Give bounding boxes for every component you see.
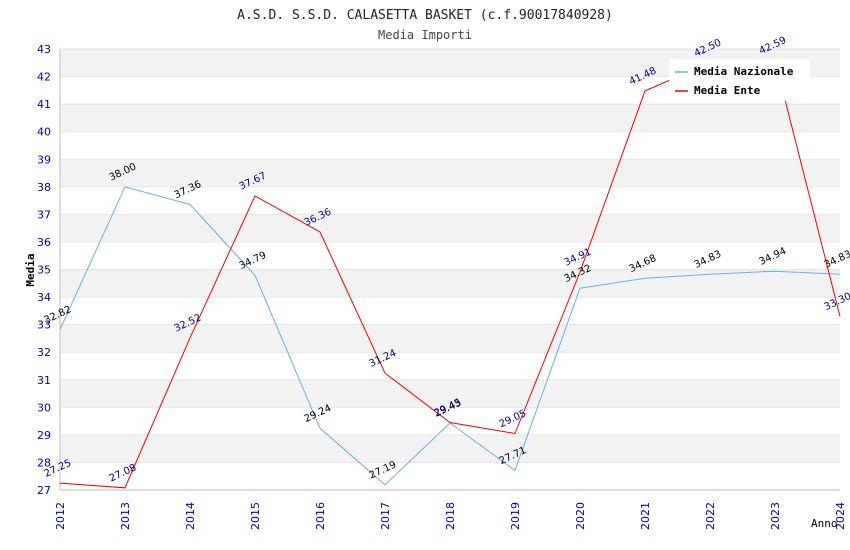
data-labels: 32.8238.0037.3634.7929.2427.1929.4327.71… <box>43 35 850 485</box>
y-tick-label: 39 <box>37 153 51 166</box>
grid-band <box>60 434 840 463</box>
x-tick-label: 2019 <box>509 502 522 530</box>
x-tick-label: 2021 <box>639 502 652 530</box>
x-tick-labels: 2012 2013 2014 2015 2016 2017 2018 2019 2020 2021… <box>54 502 847 530</box>
x-tick-label: 2014 <box>184 502 197 530</box>
x-tick-label: 2016 <box>314 502 327 530</box>
data-label: 32.82 <box>43 304 74 326</box>
y-tick-label: 42 <box>37 71 51 84</box>
x-tick-label: 2018 <box>444 502 457 530</box>
legend-box <box>669 59 810 101</box>
x-tick-label: 2013 <box>119 502 132 530</box>
y-tick-label: 40 <box>37 126 51 139</box>
x-axis-title: Anno <box>811 517 838 530</box>
y-tick-label: 30 <box>37 401 51 414</box>
axes <box>59 49 840 491</box>
legend-label-nazionale: Media Nazionale <box>694 65 794 78</box>
x-tick-label: 2024 <box>834 502 847 530</box>
chart-subtitle: Media Importi <box>378 28 472 42</box>
grid-band <box>60 104 840 132</box>
y-tick-labels: 27 28 29 30 31 32 33 34 35 36 37 38 39 40 41 42 43 <box>37 43 51 497</box>
data-label: 34.83 <box>823 249 850 271</box>
grid-band <box>60 214 840 242</box>
y-tick-label: 35 <box>37 264 51 277</box>
y-tick-label: 38 <box>37 181 51 194</box>
y-tick-label: 31 <box>37 374 51 387</box>
x-tick-label: 2015 <box>249 502 262 530</box>
y-tick-label: 27 <box>37 484 51 497</box>
y-tick-label: 43 <box>37 43 51 56</box>
y-tick-label: 36 <box>37 236 51 249</box>
y-tick-label: 29 <box>37 429 51 442</box>
data-label: 34.94 <box>758 246 789 268</box>
data-label: 34.79 <box>238 250 269 272</box>
data-label: 27.08 <box>108 462 139 484</box>
legend-label-ente: Media Ente <box>694 84 761 97</box>
grid-band <box>60 379 840 408</box>
legend: Media Nazionale Media Ente <box>669 59 810 101</box>
data-label: 29.05 <box>498 408 529 430</box>
y-tick-label: 34 <box>37 291 51 304</box>
y-tick-label: 37 <box>37 208 51 221</box>
x-tick-label: 2020 <box>574 502 587 530</box>
grid-band <box>60 159 840 187</box>
data-label: 34.83 <box>693 249 724 271</box>
y-tick-label: 28 <box>37 456 51 469</box>
x-tick-label: 2022 <box>704 502 717 530</box>
y-axis-title: Media <box>24 253 37 286</box>
x-tick-label: 2023 <box>769 502 782 530</box>
x-tick-label: 2017 <box>379 502 392 530</box>
y-tick-label: 32 <box>37 346 51 359</box>
y-tick-label: 33 <box>37 319 51 332</box>
y-tick-label: 41 <box>37 98 51 111</box>
x-tick-label: 2012 <box>54 502 67 530</box>
chart-title: A.S.D. S.S.D. CALASETTA BASKET (c.f.9001… <box>237 8 613 23</box>
